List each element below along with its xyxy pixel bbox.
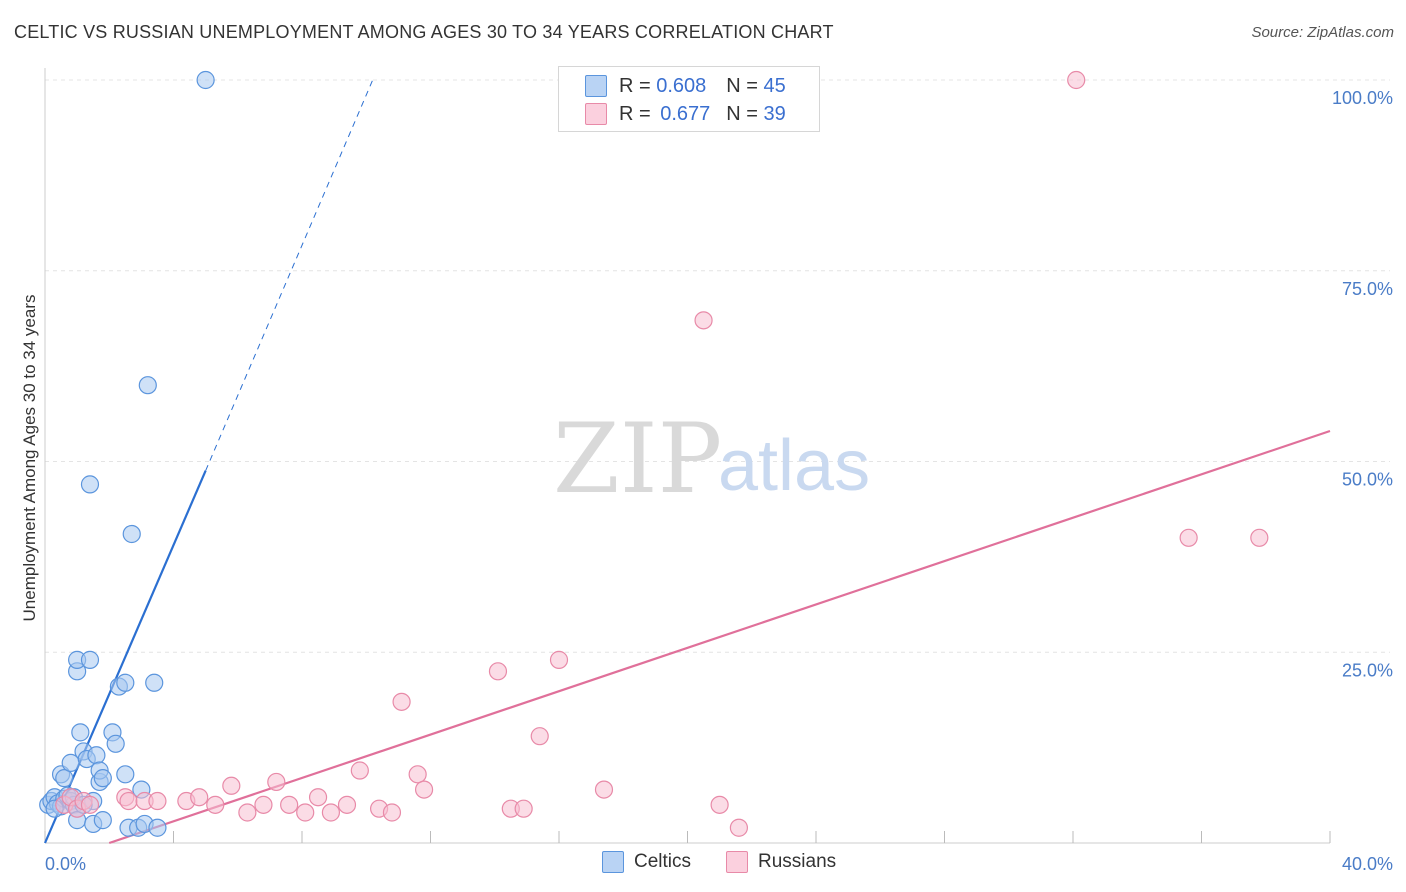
source-label: Source: ZipAtlas.com	[1251, 24, 1394, 41]
legend-label-celtics: Celtics	[634, 851, 692, 872]
celtics-point	[116, 765, 135, 784]
russians-point	[514, 799, 533, 818]
russians-swatch	[726, 851, 748, 873]
russians-point	[119, 791, 138, 811]
y-tick-label: 75.0%	[1342, 279, 1393, 299]
legend-row-celtics: R = 0.608 N = 45	[559, 71, 786, 101]
axes	[44, 68, 1331, 844]
x-tick-label: 0.0%	[45, 854, 86, 874]
legend-item-russians[interactable]: Russians	[726, 851, 836, 873]
celtics-point	[93, 811, 112, 830]
russians-point	[238, 803, 257, 822]
watermark-zip: ZIP	[553, 403, 722, 515]
r-label: R =	[619, 102, 651, 125]
celtics-point	[116, 673, 135, 692]
y-tick-label: 50.0%	[1342, 470, 1393, 490]
gridlines	[45, 79, 1390, 653]
russians-point	[408, 765, 427, 784]
y-tick-label: 25.0%	[1342, 660, 1393, 680]
russians-point	[280, 795, 299, 814]
russians-point	[308, 788, 328, 807]
russians-point	[382, 803, 402, 822]
celtics-point	[196, 70, 215, 90]
legend-item-celtics[interactable]: Celtics	[602, 851, 691, 873]
celtics-point	[145, 673, 164, 692]
n-label: N =	[726, 74, 758, 97]
russians-point	[710, 795, 729, 814]
chart-title: CELTIC VS RUSSIAN UNEMPLOYMENT AMONG AGE…	[14, 22, 834, 42]
celtics-trend-extension	[205, 79, 374, 471]
russians-point	[414, 780, 434, 799]
celtics-point	[55, 769, 74, 788]
r-label: R =	[619, 74, 651, 97]
russians-point	[350, 761, 369, 780]
russians-point	[1067, 70, 1086, 90]
n-value: 39	[763, 102, 786, 125]
celtics-point	[80, 650, 100, 669]
russians-trend-line	[108, 429, 1331, 845]
russians-point	[1250, 528, 1269, 547]
russians-point	[694, 311, 713, 330]
celtics-swatch	[602, 851, 624, 873]
x-tick-labels: 0.0% 40.0%	[45, 854, 1393, 874]
russians-point	[392, 692, 411, 711]
celtics-point	[80, 475, 100, 494]
russians-swatch	[585, 103, 607, 125]
russians-point	[296, 803, 315, 822]
russians-point	[1179, 528, 1198, 547]
russians-point	[222, 776, 241, 795]
celtics-point	[71, 723, 90, 742]
russians-point	[267, 772, 286, 792]
data-points	[39, 70, 1269, 837]
celtics-point	[148, 818, 167, 837]
celtics-point	[106, 734, 125, 753]
russians-point	[321, 803, 341, 822]
legend-label-russians: Russians	[758, 851, 837, 872]
russians-point	[206, 795, 225, 814]
r-value: 0.677	[660, 102, 711, 125]
celtics-point	[87, 746, 106, 765]
russians-point	[148, 791, 167, 811]
russians-point	[549, 650, 569, 669]
legend-row-russians: R = 0.677 N = 39	[559, 99, 786, 129]
x-tick-label: 40.0%	[1342, 854, 1393, 874]
russians-point	[337, 795, 357, 814]
celtics-swatch	[585, 75, 607, 97]
russians-point	[80, 795, 100, 814]
russians-point	[594, 780, 614, 799]
celtics-point	[138, 376, 157, 395]
celtics-point	[122, 524, 141, 544]
n-value: 45	[763, 74, 786, 97]
y-tick-labels: 25.0% 50.0% 75.0% 100.0%	[1332, 88, 1393, 680]
r-value: 0.608	[656, 74, 707, 97]
stats-legend: R = 0.608 N = 45 R = 0.677 N = 39	[558, 66, 820, 132]
n-label: N =	[726, 102, 758, 125]
celtics-point	[93, 769, 112, 788]
watermark-atlas: atlas	[718, 426, 870, 506]
russians-point	[488, 662, 508, 681]
russians-point	[530, 727, 549, 746]
russians-point	[729, 818, 749, 837]
russians-point	[254, 795, 273, 814]
russians-point	[190, 788, 209, 807]
y-tick-label: 100.0%	[1332, 88, 1393, 108]
